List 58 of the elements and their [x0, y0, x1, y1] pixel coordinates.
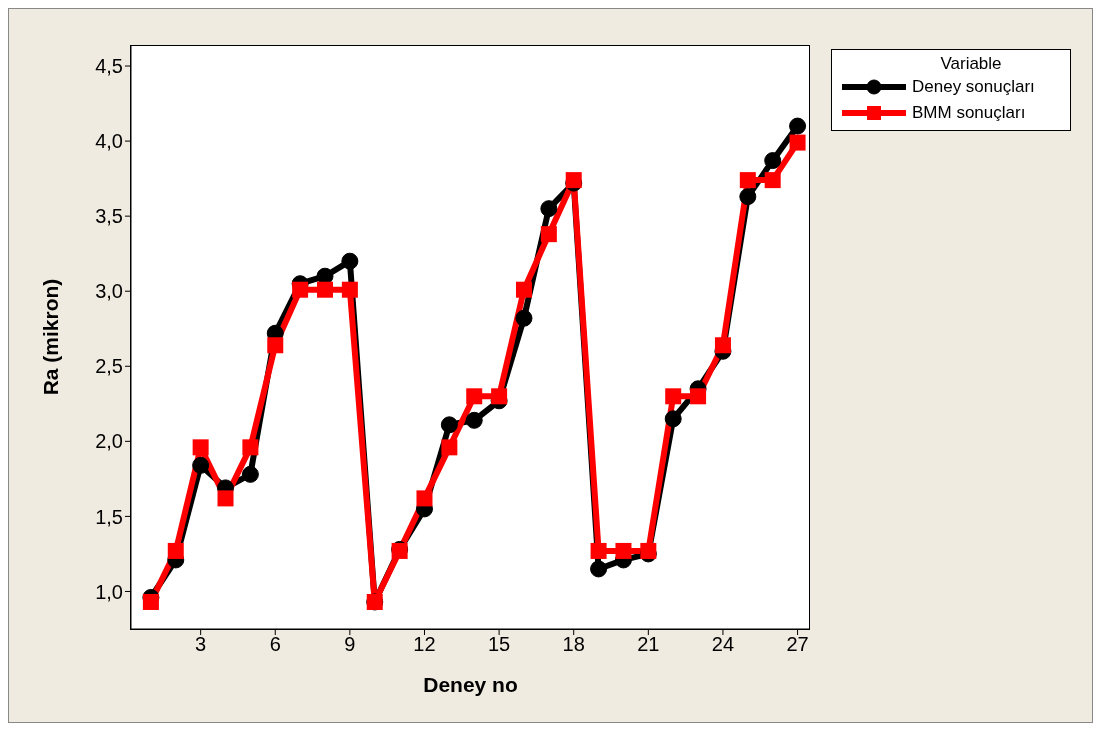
point [665, 388, 682, 405]
x-tick-label: 18 [562, 633, 585, 656]
point [590, 542, 607, 559]
y-axis-title: Ra (mikron) [39, 278, 63, 396]
point [540, 226, 557, 243]
legend-title: Variable [939, 54, 1003, 74]
point [540, 200, 558, 218]
x-tick-label: 15 [487, 633, 511, 656]
point [789, 117, 807, 135]
point [441, 439, 458, 456]
point [167, 542, 184, 559]
x-tick-label: 27 [786, 633, 809, 656]
point [640, 542, 657, 559]
x-axis-title: Deney no [423, 673, 518, 696]
x-tick-label: 3 [195, 633, 207, 656]
point [341, 252, 359, 270]
point [590, 560, 608, 578]
x-tick-label: 12 [413, 633, 436, 656]
y-tick-label: 2,0 [95, 430, 123, 453]
point [440, 416, 458, 434]
point [714, 337, 731, 354]
point [241, 465, 259, 483]
point [515, 309, 533, 327]
point [217, 490, 234, 507]
point [664, 410, 682, 428]
point [341, 281, 358, 298]
point [764, 172, 781, 189]
point [465, 411, 483, 429]
x-tick-label: 6 [269, 633, 281, 656]
point [739, 188, 757, 206]
point [466, 388, 483, 405]
point [267, 337, 284, 354]
point [416, 490, 433, 507]
point [789, 134, 806, 151]
x-tick-label: 9 [344, 633, 356, 656]
point [192, 439, 209, 456]
point [242, 439, 259, 456]
y-tick-label: 3,0 [95, 280, 123, 303]
point [192, 456, 210, 474]
y-tick-label: 1,0 [95, 580, 123, 603]
x-tick-label: 24 [711, 633, 735, 656]
point [515, 281, 532, 298]
point [491, 388, 508, 405]
x-tick-label: 21 [637, 633, 660, 656]
point [142, 593, 159, 610]
y-tick-label: 4,5 [95, 55, 123, 78]
y-tick-label: 2,5 [95, 355, 123, 378]
legend-label: Deney sonuçları [912, 77, 1035, 97]
y-tick-label: 3,5 [95, 205, 123, 228]
point [292, 281, 309, 298]
point [764, 152, 782, 170]
point [739, 172, 756, 189]
y-tick-label: 4,0 [95, 130, 123, 153]
point [690, 388, 707, 405]
y-tick-label: 1,5 [95, 505, 123, 528]
point [615, 542, 632, 559]
point [317, 281, 333, 298]
legend-label: BMM sonuçları [912, 103, 1026, 123]
